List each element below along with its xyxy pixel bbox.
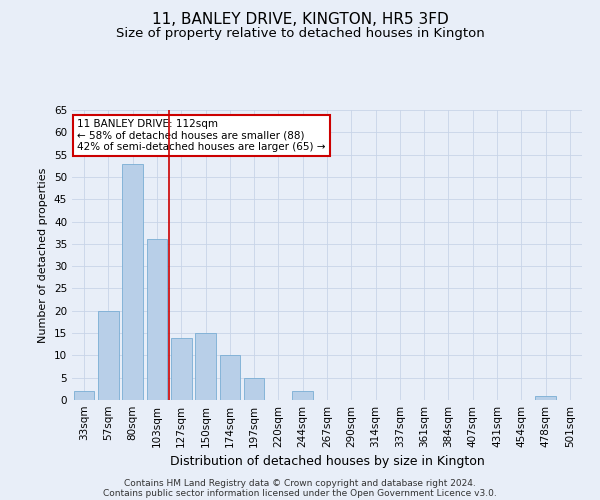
Bar bbox=[292, 391, 313, 400]
Text: Contains public sector information licensed under the Open Government Licence v3: Contains public sector information licen… bbox=[103, 488, 497, 498]
Bar bbox=[171, 338, 191, 400]
Bar bbox=[220, 356, 240, 400]
Bar bbox=[98, 311, 119, 400]
Bar bbox=[535, 396, 556, 400]
Text: 11, BANLEY DRIVE, KINGTON, HR5 3FD: 11, BANLEY DRIVE, KINGTON, HR5 3FD bbox=[152, 12, 448, 28]
Bar bbox=[146, 240, 167, 400]
Text: 11 BANLEY DRIVE: 112sqm
← 58% of detached houses are smaller (88)
42% of semi-de: 11 BANLEY DRIVE: 112sqm ← 58% of detache… bbox=[77, 118, 326, 152]
Y-axis label: Number of detached properties: Number of detached properties bbox=[38, 168, 49, 342]
X-axis label: Distribution of detached houses by size in Kington: Distribution of detached houses by size … bbox=[170, 456, 484, 468]
Text: Size of property relative to detached houses in Kington: Size of property relative to detached ho… bbox=[116, 28, 484, 40]
Bar bbox=[244, 378, 265, 400]
Bar bbox=[195, 333, 216, 400]
Bar bbox=[122, 164, 143, 400]
Text: Contains HM Land Registry data © Crown copyright and database right 2024.: Contains HM Land Registry data © Crown c… bbox=[124, 478, 476, 488]
Bar bbox=[74, 391, 94, 400]
